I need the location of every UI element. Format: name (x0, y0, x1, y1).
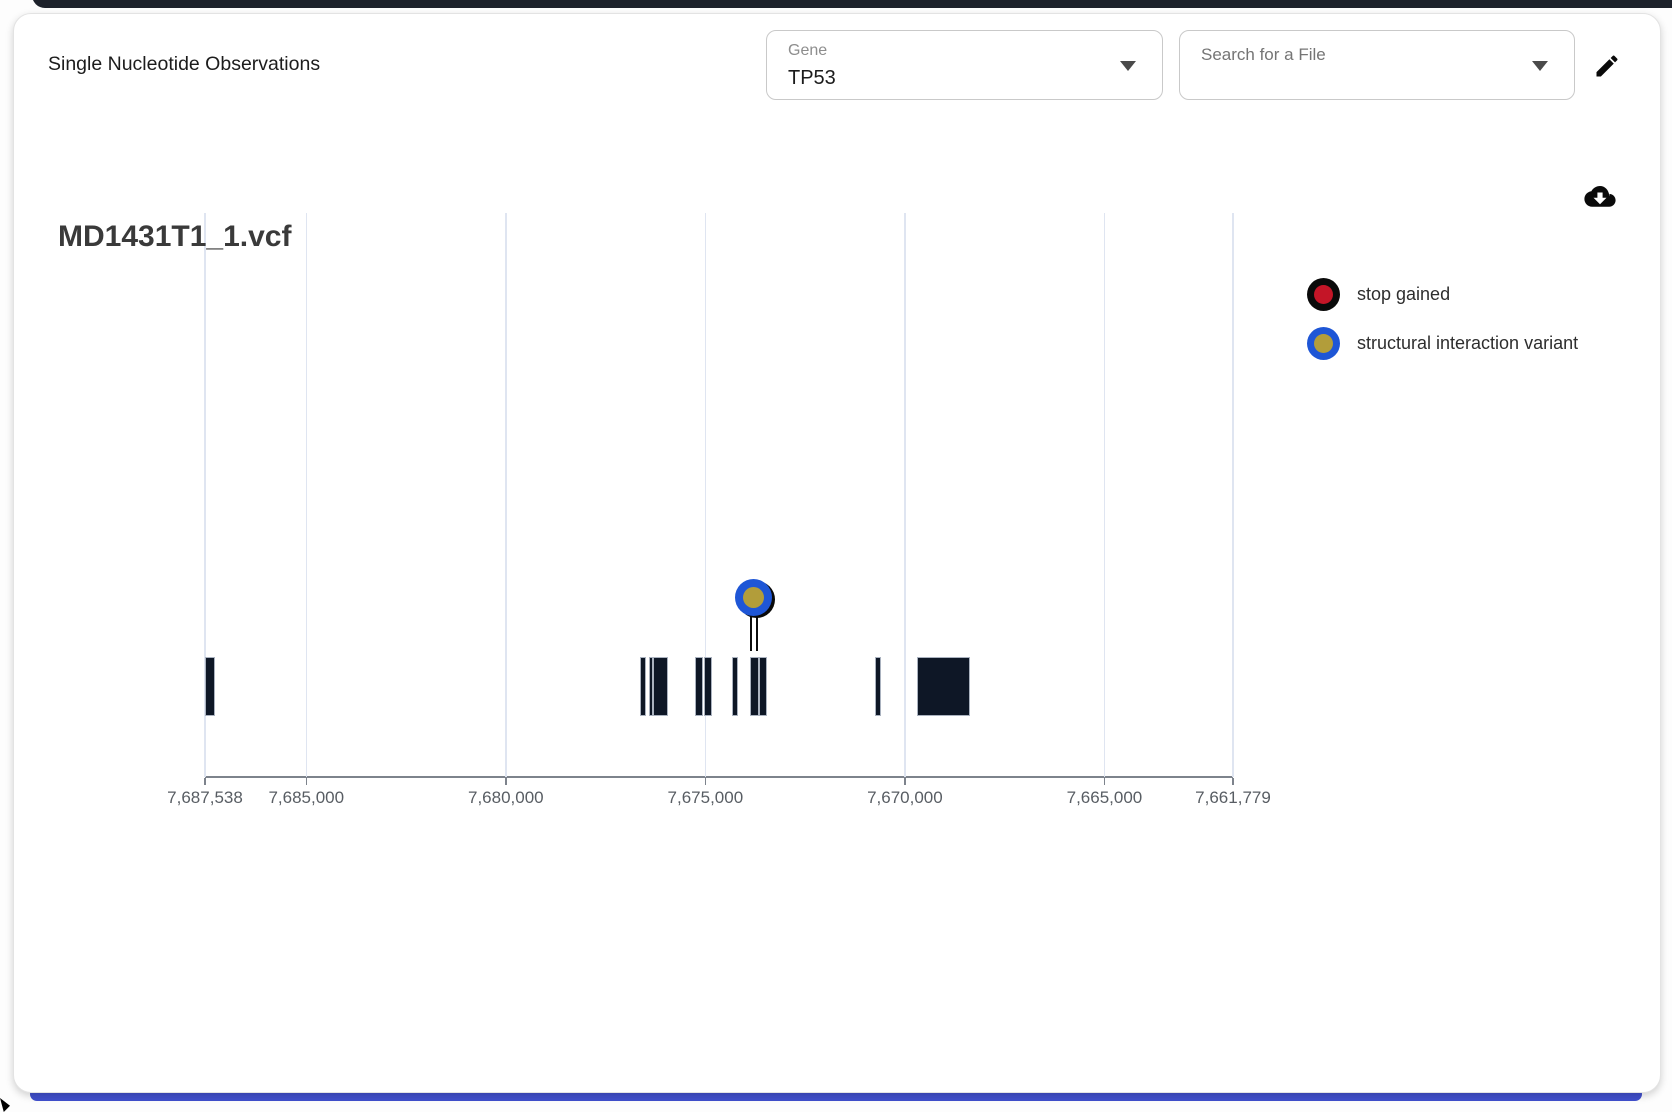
edit-button[interactable] (1593, 52, 1621, 80)
legend: stop gained structural interaction varia… (1307, 278, 1578, 376)
exon-block (695, 657, 704, 716)
pencil-icon (1593, 55, 1621, 83)
axis-tick-label: 7,661,779 (1195, 788, 1271, 807)
axis-tick-label: 7,665,000 (1066, 788, 1143, 807)
legend-label: stop gained (1357, 284, 1451, 304)
exon-block (731, 657, 738, 716)
grid-line (904, 213, 906, 777)
exon-block (750, 657, 760, 716)
variant-stem (749, 613, 758, 651)
previous-card-edge (32, 0, 1672, 8)
grid-line (505, 213, 507, 777)
axis-tick-label: 7,675,000 (667, 788, 744, 807)
stop-gained-swatch-icon (1307, 278, 1340, 311)
mouse-cursor (0, 1098, 10, 1112)
variant-lollipop-chart: MD1431T1_1.vcf 7,687,538 7,685,000 7,680,0… (14, 14, 1660, 1092)
axis-tick-label: 7,680,000 (468, 788, 544, 807)
grid-line (305, 213, 308, 777)
exon-block (648, 657, 653, 716)
axis-tick (305, 778, 308, 785)
axis-tick (704, 778, 707, 785)
structural-interaction-variant-swatch-icon (1307, 327, 1340, 360)
axis-tick (1232, 778, 1234, 785)
axis-tick-label: 7,670,000 (867, 788, 943, 807)
x-axis-line (205, 776, 1233, 778)
cloud-download-icon (1584, 186, 1616, 215)
grid-line (1232, 213, 1234, 777)
exon-block (875, 657, 881, 716)
legend-item: structural interaction variant (1307, 327, 1578, 360)
chart-file-title: MD1431T1_1.vcf (58, 220, 292, 253)
exon-block (640, 657, 646, 716)
axis-tick (204, 778, 206, 785)
structural-interaction-variant-swatch-center (1314, 334, 1333, 353)
axis-tick-label: 7,687,538 (167, 788, 243, 807)
page-title: Single Nucleotide Observations (48, 53, 321, 75)
gene-select[interactable]: Gene TP53 (766, 30, 1163, 100)
panel-card: Single Nucleotide Observations Gene TP53… (13, 13, 1661, 1093)
gene-select-label: Gene (788, 42, 828, 59)
legend-label: structural interaction variant (1357, 333, 1579, 353)
variant-marker-center (743, 587, 764, 608)
exon-block (653, 657, 668, 716)
file-search-select[interactable]: Search for a File (1179, 30, 1575, 100)
file-select-placeholder: Search for a File (1201, 45, 1326, 64)
exon-block (916, 657, 971, 716)
axis-tick (1103, 778, 1106, 785)
legend-item: stop gained (1307, 278, 1578, 311)
grid-line (704, 213, 707, 777)
axis-tick (505, 778, 507, 785)
chevron-down-icon (1120, 61, 1136, 71)
exon-block (204, 657, 215, 716)
chevron-down-icon (1532, 61, 1548, 71)
variant-marker[interactable] (735, 579, 772, 616)
exon-block (759, 657, 767, 716)
exon-block (704, 657, 712, 716)
axis-tick (904, 778, 906, 785)
grid-line (1103, 213, 1106, 777)
gene-select-value: TP53 (788, 67, 836, 89)
axis-tick-label: 7,685,000 (268, 788, 345, 807)
grid-line (204, 213, 206, 777)
download-chart-button[interactable] (1584, 186, 1616, 212)
stop-gained-swatch-center (1314, 285, 1333, 304)
